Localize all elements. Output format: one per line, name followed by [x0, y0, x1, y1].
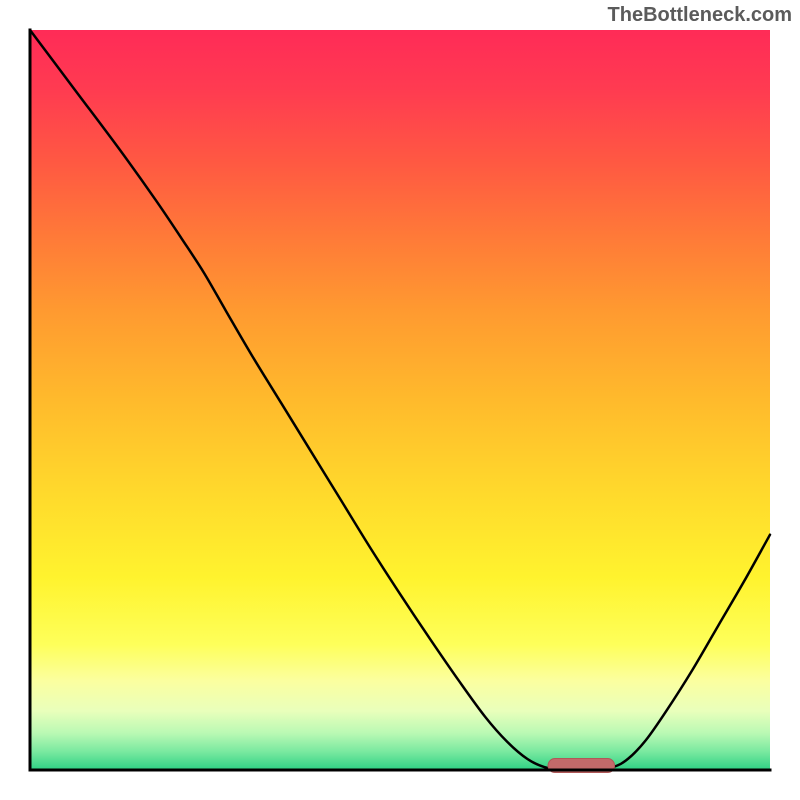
- plot-background: [30, 30, 770, 770]
- chart-svg: [0, 0, 800, 800]
- watermark-text: TheBottleneck.com: [608, 4, 792, 27]
- bottleneck-chart: TheBottleneck.com: [0, 0, 800, 800]
